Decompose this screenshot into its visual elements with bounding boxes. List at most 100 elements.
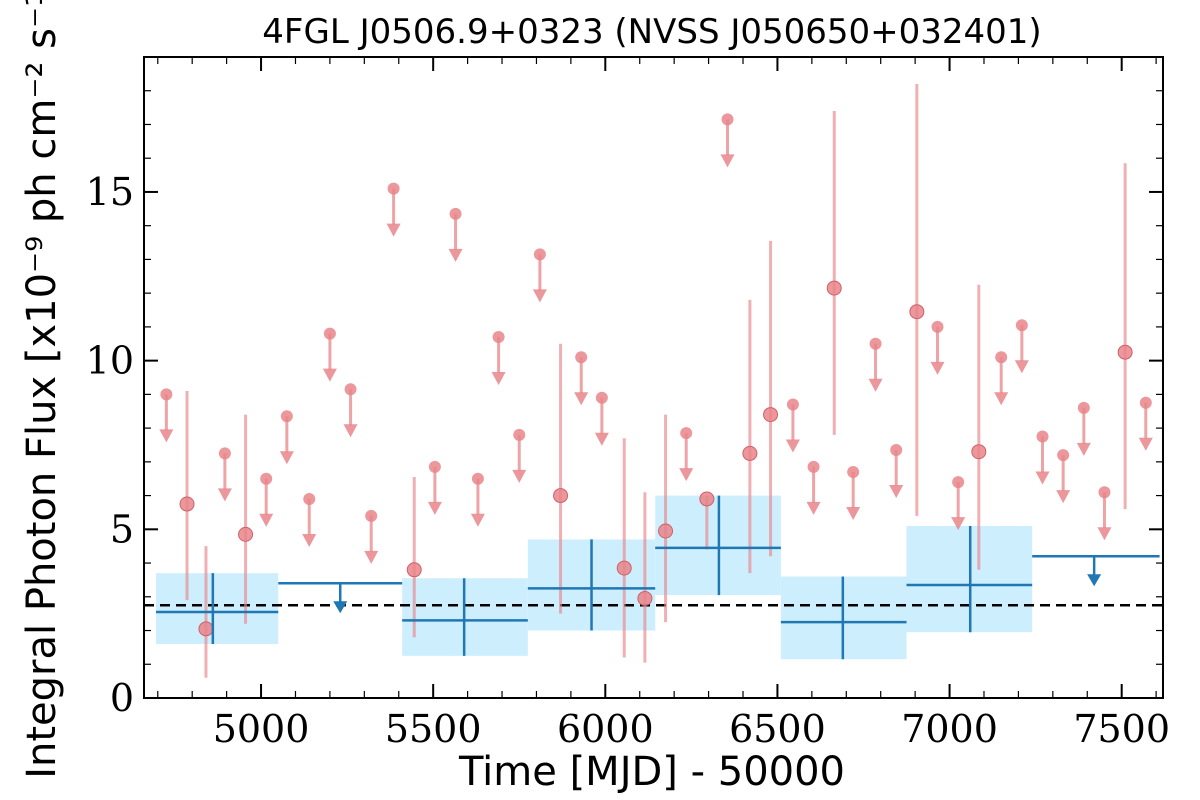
short-bin-limit-point [1098,486,1111,499]
x-axis-label: Time [MJD] - 50000 [458,749,845,795]
short-bin-limit-point [492,331,505,344]
short-bin-point [763,407,779,423]
short-bin-limit-point [280,410,293,423]
short-bin-point [971,444,987,460]
short-bin-limit-point [365,509,378,522]
y-tick-label: 0 [110,676,134,720]
short-bin-limit-point [428,460,441,473]
short-bin-limit-arrow [427,501,442,515]
plot-frame [143,56,1164,699]
short-bin-limit-arrow [491,372,506,386]
short-bin-limit-point [786,398,799,411]
short-bin-point [238,526,254,542]
short-bin-limit-point [1139,396,1152,409]
short-bin-limit-arrow [364,550,379,564]
short-bin-limit-point [387,182,400,195]
long-bin-limit-arrow [333,601,348,614]
short-bin-limit-point [952,476,965,489]
long-bin-limit-arrow [1087,574,1102,587]
short-bin-limit-point [160,388,173,401]
short-bin-limit-arrow [1014,360,1029,374]
short-bin-limit-arrow [1056,490,1071,504]
x-tick-label: 6500 [729,707,826,751]
short-bin-limit-point [218,447,231,460]
short-bin-limit-point [575,351,588,364]
short-bin-limit-arrow [574,392,589,406]
short-bin-limit-arrow [512,469,527,483]
short-bin-limit-point [595,391,608,404]
short-bin-point [699,491,715,507]
short-bin-limit-arrow [470,513,485,527]
short-bin-point [406,562,422,578]
short-bin-limit-point [721,113,734,126]
short-bin-limit-point [1036,430,1049,443]
x-tick-label: 7500 [1073,707,1170,751]
short-bin-limit-arrow [279,451,294,465]
short-bin-limit-arrow [1097,527,1112,541]
short-bin-limit-point [471,472,484,485]
short-bin-limit-point [1015,319,1028,332]
short-bin-limit-arrow [302,533,317,547]
x-tick-label: 6000 [557,707,654,751]
short-bin-limit-point [303,492,316,505]
long-bin-band [156,573,279,645]
short-bin-limit-arrow [1138,437,1153,451]
plot-area [144,83,1163,678]
short-bin-limit-arrow [951,517,966,531]
short-bin-limit-arrow [994,392,1009,406]
short-bin-limit-arrow [846,506,861,520]
short-bin-limit-point [533,248,546,261]
short-bin-limit-arrow [159,429,174,443]
short-bin-limit-arrow [594,432,609,446]
short-bin-limit-point [260,472,273,485]
y-tick-label: 10 [86,339,134,383]
short-bin-limit-point [807,460,820,473]
x-tick-label: 5500 [385,707,482,751]
short-bin-limit-point [931,320,944,333]
short-bin-point [909,304,925,320]
chart-title: 4FGL J0506.9+0323 (NVSS J050650+032401) [262,12,1041,52]
short-bin-point [658,523,674,539]
short-bin-limit-point [449,207,462,220]
short-bin-limit-arrow [806,501,821,515]
short-bin-limit-arrow [448,248,463,262]
short-bin-limit-point [680,427,693,440]
short-bin-limit-arrow [259,513,274,527]
short-bin-limit-arrow [532,289,547,303]
short-bin-limit-point [847,465,860,478]
x-tick-label: 5000 [213,707,310,751]
y-tick-label: 15 [86,170,134,214]
short-bin-limit-arrow [322,368,337,382]
short-bin-limit-arrow [930,361,945,375]
short-bin-limit-point [1077,401,1090,414]
short-bin-point [616,560,632,576]
short-bin-limit-arrow [720,154,735,168]
short-bin-point [637,590,653,606]
short-bin-limit-arrow [889,485,904,499]
short-bin-limit-arrow [1076,442,1091,456]
short-bin-limit-arrow [785,439,800,453]
short-bin-limit-arrow [679,468,694,482]
short-bin-limit-point [995,351,1008,364]
short-bin-limit-arrow [868,378,883,392]
short-bin-limit-arrow [343,424,358,438]
short-bin-limit-point [323,327,336,340]
short-bin-limit-arrow [386,223,401,237]
short-bin-limit-arrow [217,488,232,502]
short-bin-limit-point [513,428,526,441]
short-bin-point [179,496,195,512]
short-bin-point [1117,344,1133,360]
axis-ticks: 5000 5500 6000 6500 7000 7500 0 5 10 15 [86,56,1170,751]
short-bin-point [198,621,214,637]
short-bin-point [826,280,842,296]
short-bin-point [553,488,569,504]
short-bin-limit-point [1057,449,1070,462]
y-tick-label: 5 [110,507,134,551]
short-bin-limit-point [890,444,903,457]
short-bin-limit-arrow [1035,471,1050,485]
short-bin-limit-point [344,383,357,396]
short-bin-limit-point [869,337,882,350]
short-bin-point [742,445,758,461]
y-axis-label: Integral Photon Flux [x10⁻⁹ ph cm⁻² s⁻¹] [19,0,65,779]
